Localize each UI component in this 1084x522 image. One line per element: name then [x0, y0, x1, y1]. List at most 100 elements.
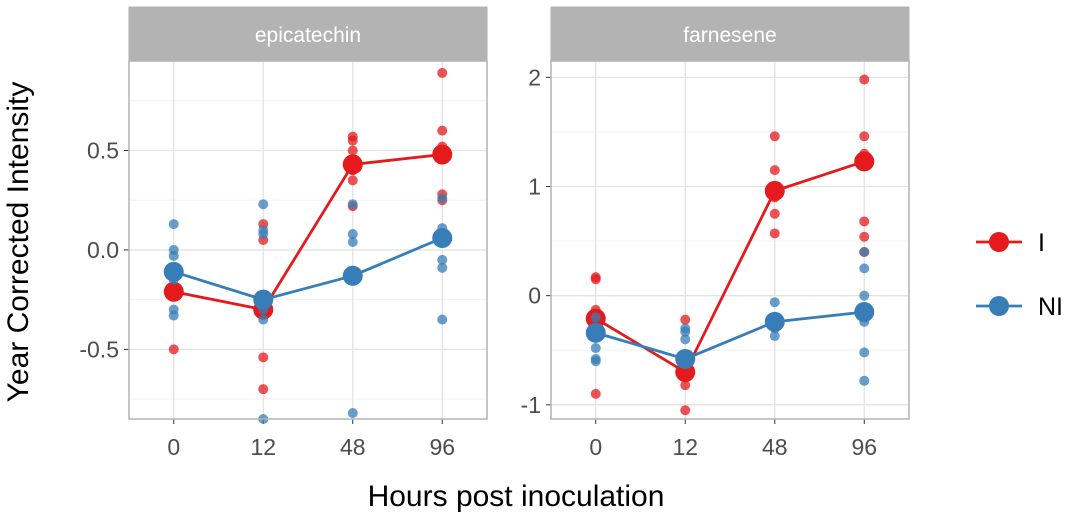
- legend-marker: [989, 296, 1009, 316]
- series-NI: [585, 247, 875, 386]
- data-point: [859, 131, 870, 142]
- data-point: [347, 408, 358, 419]
- panel-epicatechin: -0.5 0.0 0.5 0 12 48 96 epicatechin: [79, 6, 488, 460]
- data-point: [680, 405, 691, 416]
- data-point: [168, 344, 179, 355]
- data-point: [859, 216, 870, 227]
- mean-line: [173, 153, 443, 312]
- data-point: [347, 236, 358, 247]
- data-point: [859, 231, 870, 242]
- legend-item-NI: NI: [976, 293, 1063, 321]
- mean-line: [595, 310, 865, 361]
- data-point: [680, 314, 691, 325]
- data-point: [769, 331, 780, 342]
- y-tick-label: 1: [528, 174, 541, 200]
- data-point: [258, 199, 269, 210]
- data-point: [590, 343, 601, 354]
- data-point: [347, 175, 358, 186]
- y-tick-label: -1: [521, 392, 541, 418]
- data-point: [859, 290, 870, 301]
- mean-line: [173, 236, 443, 302]
- mean-point: [764, 311, 785, 332]
- x-tick-label: 96: [851, 434, 877, 460]
- x-tick-label: 12: [250, 434, 276, 460]
- legend: I NI: [976, 229, 1063, 321]
- data-point: [680, 334, 691, 345]
- data-point: [437, 67, 448, 78]
- series-NI: [163, 193, 453, 424]
- data-point: [769, 228, 780, 239]
- legend-label: NI: [1038, 293, 1063, 321]
- mean-point: [432, 228, 453, 249]
- data-point: [347, 135, 358, 146]
- data-point: [347, 229, 358, 240]
- legend-item-I: I: [976, 229, 1045, 257]
- y-axis-title: Year Corrected Intensity: [2, 82, 35, 403]
- legend-label: I: [1038, 229, 1045, 257]
- data-point: [437, 254, 448, 265]
- mean-point: [854, 151, 875, 172]
- data-point: [347, 145, 358, 156]
- data-point: [168, 310, 179, 321]
- data-point: [437, 125, 448, 136]
- y-tick-label: 0: [528, 283, 541, 309]
- data-point: [590, 312, 601, 323]
- y-tick-label: 0.0: [87, 237, 119, 263]
- data-point: [258, 384, 269, 395]
- data-point: [769, 208, 780, 219]
- mean-point: [675, 348, 696, 369]
- facet-title: farnesene: [683, 24, 776, 47]
- data-point: [347, 199, 358, 210]
- x-tick-label: 48: [762, 434, 788, 460]
- mean-point: [342, 265, 363, 286]
- mean-point: [342, 154, 363, 175]
- data-point: [590, 388, 601, 399]
- data-point: [859, 263, 870, 274]
- data-point: [859, 375, 870, 386]
- mean-point: [432, 144, 453, 165]
- x-tick-label: 0: [589, 434, 602, 460]
- data-point: [859, 247, 870, 258]
- data-point: [769, 131, 780, 142]
- x-tick-label: 0: [167, 434, 180, 460]
- data-point: [769, 297, 780, 308]
- data-point: [168, 250, 179, 261]
- mean-point: [854, 302, 875, 323]
- data-point: [859, 347, 870, 358]
- data-point: [258, 229, 269, 240]
- series-I: [163, 67, 453, 395]
- data-point: [680, 380, 691, 391]
- data-point: [680, 326, 691, 337]
- mean-point: [163, 261, 184, 282]
- panel-background: [129, 61, 487, 419]
- mean-point: [163, 281, 184, 302]
- data-point: [437, 193, 448, 204]
- mean-point: [585, 322, 606, 343]
- data-point: [859, 74, 870, 85]
- mean-point: [253, 289, 274, 310]
- legend-marker: [989, 232, 1009, 252]
- data-point: [168, 219, 179, 230]
- y-tick-label: 0.5: [87, 138, 119, 164]
- y-tick-label: 2: [528, 64, 541, 90]
- data-point: [769, 165, 780, 176]
- x-axis-title: Hours post inoculation: [368, 480, 665, 513]
- data-point: [437, 314, 448, 325]
- panel-background: [551, 61, 909, 419]
- facet-strip: [128, 6, 488, 62]
- data-point: [590, 356, 601, 367]
- data-point: [258, 314, 269, 325]
- data-point: [590, 274, 601, 285]
- mean-point: [764, 180, 785, 201]
- facet-title: epicatechin: [255, 24, 361, 47]
- data-point: [437, 262, 448, 273]
- x-tick-label: 96: [429, 434, 455, 460]
- facet-strip: [550, 6, 910, 62]
- x-tick-label: 48: [340, 434, 366, 460]
- x-tick-label: 12: [672, 434, 698, 460]
- y-tick-label: -0.5: [79, 336, 119, 362]
- data-point: [258, 352, 269, 363]
